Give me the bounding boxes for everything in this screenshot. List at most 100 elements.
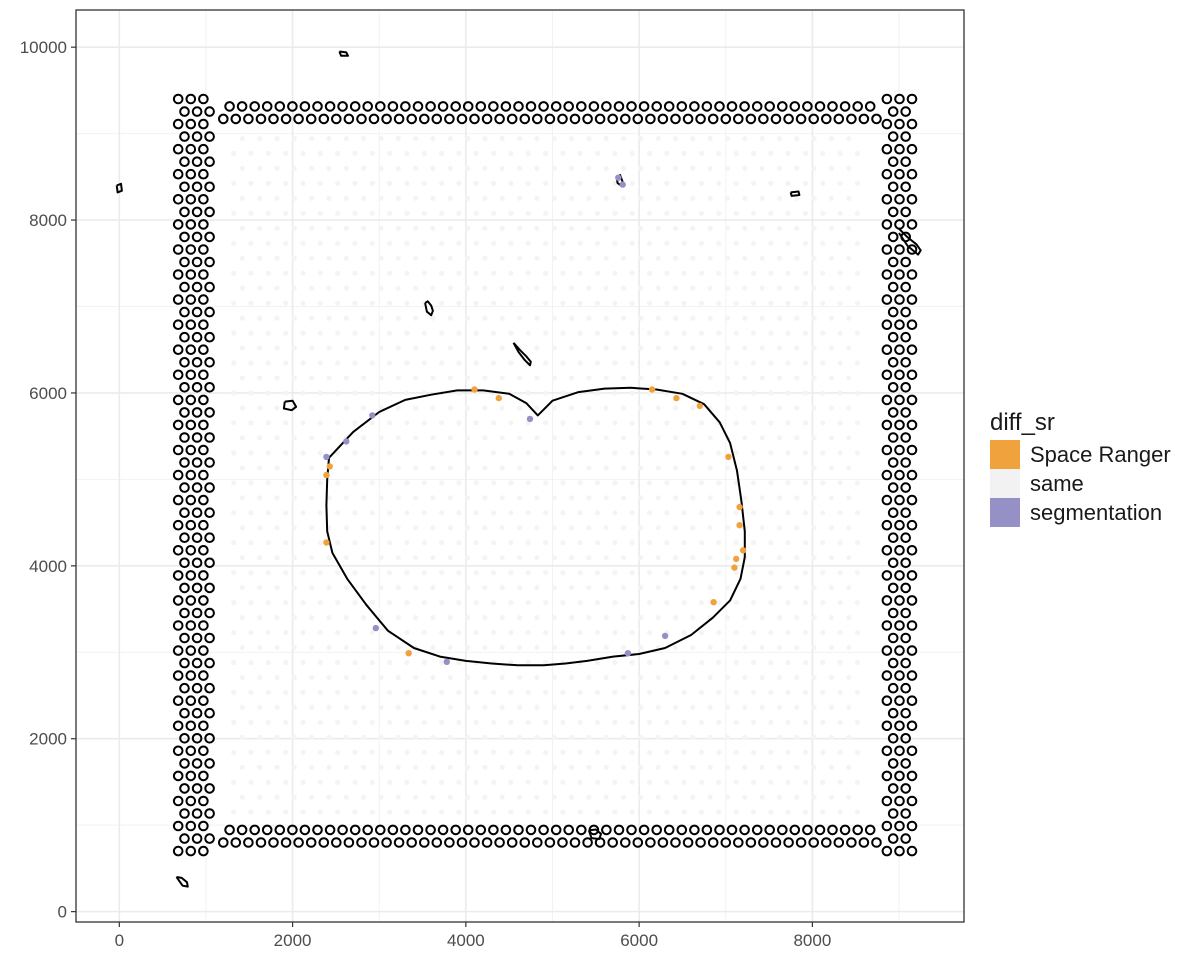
- ring-spot: [900, 582, 912, 594]
- same-spot: [612, 540, 618, 546]
- ring-spot: [894, 770, 905, 782]
- same-spot: [430, 225, 436, 231]
- same-spot: [560, 300, 566, 306]
- same-spot: [430, 525, 436, 531]
- same-spot: [629, 180, 635, 186]
- same-spot: [473, 300, 479, 306]
- same-spot: [326, 495, 332, 501]
- same-spot: [655, 465, 661, 471]
- same-spot: [439, 629, 445, 636]
- same-spot: [811, 465, 817, 471]
- same-spot: [517, 285, 523, 291]
- ring-spot: [172, 645, 184, 656]
- same-spot: [387, 600, 393, 606]
- same-spot: [594, 749, 601, 755]
- same-spot: [239, 555, 245, 561]
- same-spot: [638, 525, 644, 531]
- same-spot: [681, 570, 687, 576]
- ring-spot: [808, 113, 820, 125]
- same-spot: [690, 644, 696, 651]
- same-spot: [248, 180, 254, 186]
- same-spot: [733, 659, 739, 666]
- same-spot: [638, 615, 644, 621]
- same-spot: [456, 330, 462, 336]
- same-spot: [620, 195, 627, 201]
- same-spot: [499, 375, 505, 381]
- same-spot: [620, 405, 627, 411]
- same-spot: [672, 465, 679, 471]
- ring-spot: [881, 344, 893, 356]
- ring-spot: [191, 181, 203, 193]
- same-spot: [733, 390, 739, 396]
- same-spot: [499, 525, 505, 531]
- same-spot: [248, 779, 254, 785]
- same-spot: [335, 779, 341, 785]
- same-spot: [655, 764, 661, 770]
- ring-spot: [887, 632, 899, 644]
- same-spot: [352, 510, 358, 516]
- same-spot: [404, 300, 410, 306]
- same-spot: [482, 674, 488, 681]
- same-spot: [742, 135, 748, 142]
- ring-spot: [425, 101, 436, 112]
- same-spot: [733, 360, 739, 366]
- same-spot: [335, 749, 341, 755]
- ring-spot: [720, 113, 732, 125]
- ring-spot: [191, 457, 203, 468]
- same-spot: [283, 450, 289, 456]
- same-spot: [387, 390, 393, 396]
- same-spot: [525, 809, 531, 815]
- ring-spot: [191, 206, 203, 218]
- same-spot: [300, 330, 306, 336]
- background-spots: [231, 135, 861, 815]
- same-spot: [716, 510, 722, 516]
- ring-spot: [789, 101, 801, 112]
- same-spot: [638, 225, 644, 231]
- same-spot: [724, 585, 731, 591]
- same-spot: [387, 689, 393, 696]
- same-spot: [517, 465, 523, 471]
- same-spot: [239, 764, 245, 770]
- ring-spot: [191, 382, 203, 393]
- same-spot: [482, 495, 488, 501]
- ring-spot: [887, 783, 899, 794]
- same-spot: [473, 809, 479, 815]
- same-spot: [369, 450, 375, 456]
- ring-spot: [179, 206, 190, 218]
- ring-spot: [682, 113, 694, 125]
- ring-spot: [745, 837, 757, 848]
- same-spot: [768, 570, 774, 576]
- same-spot: [421, 749, 427, 755]
- same-spot: [421, 270, 427, 276]
- same-spot: [716, 450, 722, 456]
- same-spot: [672, 435, 679, 441]
- ring-spot: [500, 101, 512, 112]
- ring-spot: [218, 113, 229, 125]
- same-spot: [724, 225, 731, 231]
- same-spot: [534, 165, 540, 171]
- same-spot: [698, 420, 705, 426]
- space-ranger-point: [648, 386, 656, 393]
- same-spot: [811, 615, 817, 621]
- same-spot: [768, 809, 774, 815]
- same-spot: [326, 165, 332, 171]
- same-spot: [421, 180, 427, 186]
- same-spot: [387, 779, 393, 785]
- ring-spot: [881, 745, 893, 757]
- same-spot: [430, 375, 436, 381]
- same-spot: [508, 779, 514, 785]
- same-spot: [854, 420, 861, 426]
- same-spot: [620, 315, 627, 321]
- same-spot: [664, 600, 670, 606]
- same-spot: [525, 510, 531, 516]
- ring-spot: [179, 607, 190, 619]
- ring-spot: [887, 331, 899, 343]
- same-spot: [750, 779, 757, 785]
- same-spot: [369, 180, 375, 186]
- same-spot: [568, 794, 575, 800]
- same-spot: [439, 689, 445, 696]
- same-spot: [326, 315, 332, 321]
- same-spot: [421, 360, 427, 366]
- same-spot: [854, 450, 861, 456]
- ring-spot: [887, 256, 899, 268]
